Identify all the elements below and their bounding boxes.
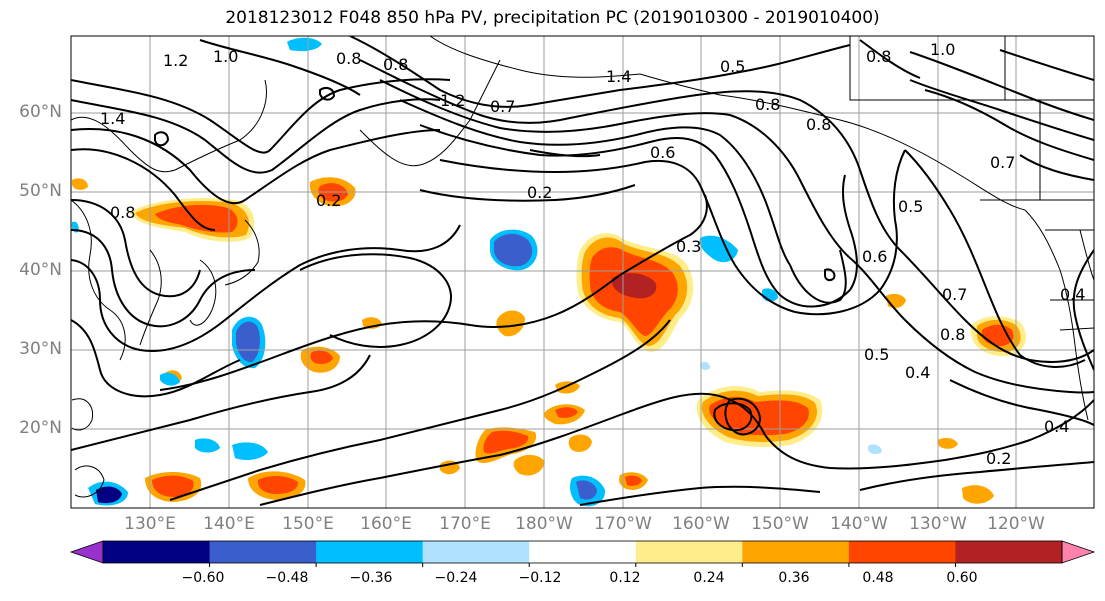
colorbar-segment <box>955 541 1063 563</box>
contour-label: 0.5 <box>720 57 745 76</box>
contour-label: 0.8 <box>110 203 135 222</box>
contour-label: 0.8 <box>755 95 780 114</box>
contour-label: 0.6 <box>862 247 887 266</box>
colorbar-tick-label: −0.48 <box>265 570 309 586</box>
colorbar-tick-label: −0.60 <box>181 570 225 586</box>
contour-label: 1.0 <box>930 40 955 59</box>
map-frame <box>70 35 1095 509</box>
contour-label: 0.7 <box>490 97 515 116</box>
lat-label: 50°N <box>19 181 62 201</box>
colorbar-tick-label: −0.36 <box>349 570 393 586</box>
contour-label: 1.4 <box>606 67 631 86</box>
lat-label: 30°N <box>19 339 62 359</box>
contour-label: 0.2 <box>527 183 552 202</box>
contour-label: 1.0 <box>213 47 238 66</box>
contour-label: 0.4 <box>905 363 930 382</box>
lon-label: 160°E <box>360 514 412 534</box>
colorbar-segment <box>103 541 211 563</box>
colorbar-tick-label: 0.36 <box>778 570 810 586</box>
colorbar-tick-label: −0.24 <box>434 570 478 586</box>
colorbar-segment <box>422 541 530 563</box>
graticule <box>71 36 1094 508</box>
lat-label: 60°N <box>19 102 62 122</box>
contour-label: 0.2 <box>316 191 341 210</box>
lon-label: 170°E <box>439 514 491 534</box>
lon-label: 170°W <box>594 514 652 534</box>
contour-label: 0.3 <box>676 237 701 256</box>
contour-label: 0.4 <box>1044 417 1069 436</box>
lon-label: 180°W <box>515 514 573 534</box>
colorbar-tick-label: 0.48 <box>862 570 894 586</box>
lon-label: 140°E <box>203 514 255 534</box>
lon-label: 150°E <box>282 514 334 534</box>
lon-label: 120°W <box>987 514 1045 534</box>
colorbar-tick-label: −0.12 <box>518 570 562 586</box>
lat-label: 40°N <box>19 260 62 280</box>
colorbar-tick-label: 0.12 <box>609 570 641 586</box>
colorbar-segment <box>742 541 850 563</box>
colorbar-extend-max <box>1061 540 1096 564</box>
colorbar-tick-label: 0.24 <box>693 570 725 586</box>
contour-label: 0.8 <box>336 49 361 68</box>
contour-label: 0.2 <box>986 449 1011 468</box>
contour-label: 0.7 <box>990 153 1015 172</box>
contour-label: 1.4 <box>100 109 125 128</box>
map-title: 2018123012 F048 850 hPa PV, precipitatio… <box>225 8 880 28</box>
colorbar-segment <box>209 541 317 563</box>
colorbar-segment <box>848 541 956 563</box>
pv-contours <box>71 36 1094 506</box>
colorbar-segment <box>316 541 424 563</box>
contour-label: 0.7 <box>942 285 967 304</box>
map-area: 1.2 1.0 0.8 0.8 1.4 1.2 0.7 1.4 0.5 0.8 … <box>71 36 1094 508</box>
lon-label: 130°E <box>124 514 176 534</box>
contour-label-layer: 1.2 1.0 0.8 0.8 1.4 1.2 0.7 1.4 0.5 0.8 … <box>100 40 1085 468</box>
colorbar-segment <box>635 541 743 563</box>
contour-label: 0.5 <box>898 197 923 216</box>
contour-label: 1.2 <box>440 91 465 110</box>
colorbar <box>69 540 1096 567</box>
contour-label: 1.2 <box>163 51 188 70</box>
lon-label: 140°W <box>830 514 888 534</box>
contour-label: 0.5 <box>864 345 889 364</box>
colorbar-tick-label: 0.60 <box>946 570 978 586</box>
colorbar-extend-min <box>69 540 104 564</box>
contour-label: 0.8 <box>866 47 891 66</box>
colorbar-outline <box>102 540 1063 564</box>
contour-label: 0.4 <box>1060 285 1085 304</box>
lat-label: 20°N <box>19 418 62 438</box>
contour-label: 0.8 <box>383 55 408 74</box>
lon-label: 160°W <box>672 514 730 534</box>
lon-label: 150°W <box>751 514 809 534</box>
contour-label: 0.8 <box>940 325 965 344</box>
colorbar-segment <box>529 541 637 563</box>
contour-label: 0.6 <box>650 143 675 162</box>
lon-label: 130°W <box>909 514 967 534</box>
contour-label: 0.8 <box>806 115 831 134</box>
